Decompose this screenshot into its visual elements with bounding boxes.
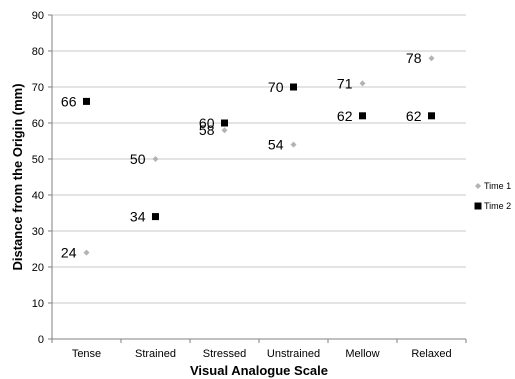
data-point-time-2 <box>428 112 435 120</box>
y-tick-label: 70 <box>32 82 44 94</box>
data-label: 58 <box>199 122 215 138</box>
data-point-time-2 <box>83 97 90 105</box>
y-tick-label: 40 <box>32 190 44 202</box>
y-axis-title: Distance from the Origin (mm) <box>10 83 25 270</box>
legend-marker-time-1 <box>475 183 481 189</box>
data-point-time-2 <box>359 112 366 120</box>
x-tick-label: Strained <box>135 348 176 360</box>
data-point-time-1 <box>221 127 228 134</box>
data-label: 34 <box>130 209 146 225</box>
data-label: 54 <box>268 137 284 153</box>
x-tick-label: Tense <box>72 348 101 360</box>
data-point-time-2 <box>152 213 159 221</box>
data-point-time-1 <box>359 80 366 87</box>
legend-entry-label: Time 2 <box>484 201 511 211</box>
x-tick-label: Relaxed <box>411 348 451 360</box>
legend-entry-label: Time 1 <box>484 181 511 191</box>
data-label: 62 <box>406 108 422 124</box>
data-point-time-1 <box>290 141 297 148</box>
legend: Time 1 Time 2 <box>474 181 511 211</box>
data-label: 66 <box>61 93 77 109</box>
gridlines <box>52 14 466 304</box>
y-tick-label: 0 <box>38 334 44 346</box>
data-point-time-2 <box>221 119 228 127</box>
data-label: 60 <box>199 115 215 131</box>
data-label: 70 <box>268 79 284 95</box>
data-label: 24 <box>61 245 77 261</box>
y-tick-label: 80 <box>32 46 44 58</box>
data-points <box>83 55 435 256</box>
data-point-time-2 <box>290 83 297 91</box>
data-label: 50 <box>130 151 146 167</box>
y-tick-label: 90 <box>32 10 44 22</box>
data-point-time-1 <box>428 55 435 62</box>
x-tick-label: Unstrained <box>267 348 320 360</box>
data-point-time-1 <box>83 249 90 256</box>
data-label: 71 <box>337 75 353 91</box>
data-label: 78 <box>406 50 422 66</box>
y-tick-label: 10 <box>32 298 44 310</box>
y-tick-labels: 0 10 20 30 40 50 60 70 80 90 <box>32 10 44 346</box>
legend-marker-time-2 <box>474 202 482 210</box>
data-point-time-1 <box>152 156 159 162</box>
data-label: 62 <box>337 108 353 124</box>
y-tick-label: 60 <box>32 118 44 130</box>
y-tick-label: 20 <box>32 262 44 274</box>
y-tick-label: 30 <box>32 226 44 238</box>
axes <box>48 14 467 343</box>
x-axis-title: Visual Analogue Scale <box>190 363 328 378</box>
x-tick-labels: Tense Strained Stressed Unstrained Mellow Rel… <box>72 348 452 360</box>
y-tick-label: 50 <box>32 154 44 166</box>
data-labels: 24 50 58 54 71 78 66 34 60 70 62 62 <box>61 50 422 260</box>
x-tick-label: Mellow <box>345 348 379 360</box>
x-tick-label: Stressed <box>203 348 246 360</box>
